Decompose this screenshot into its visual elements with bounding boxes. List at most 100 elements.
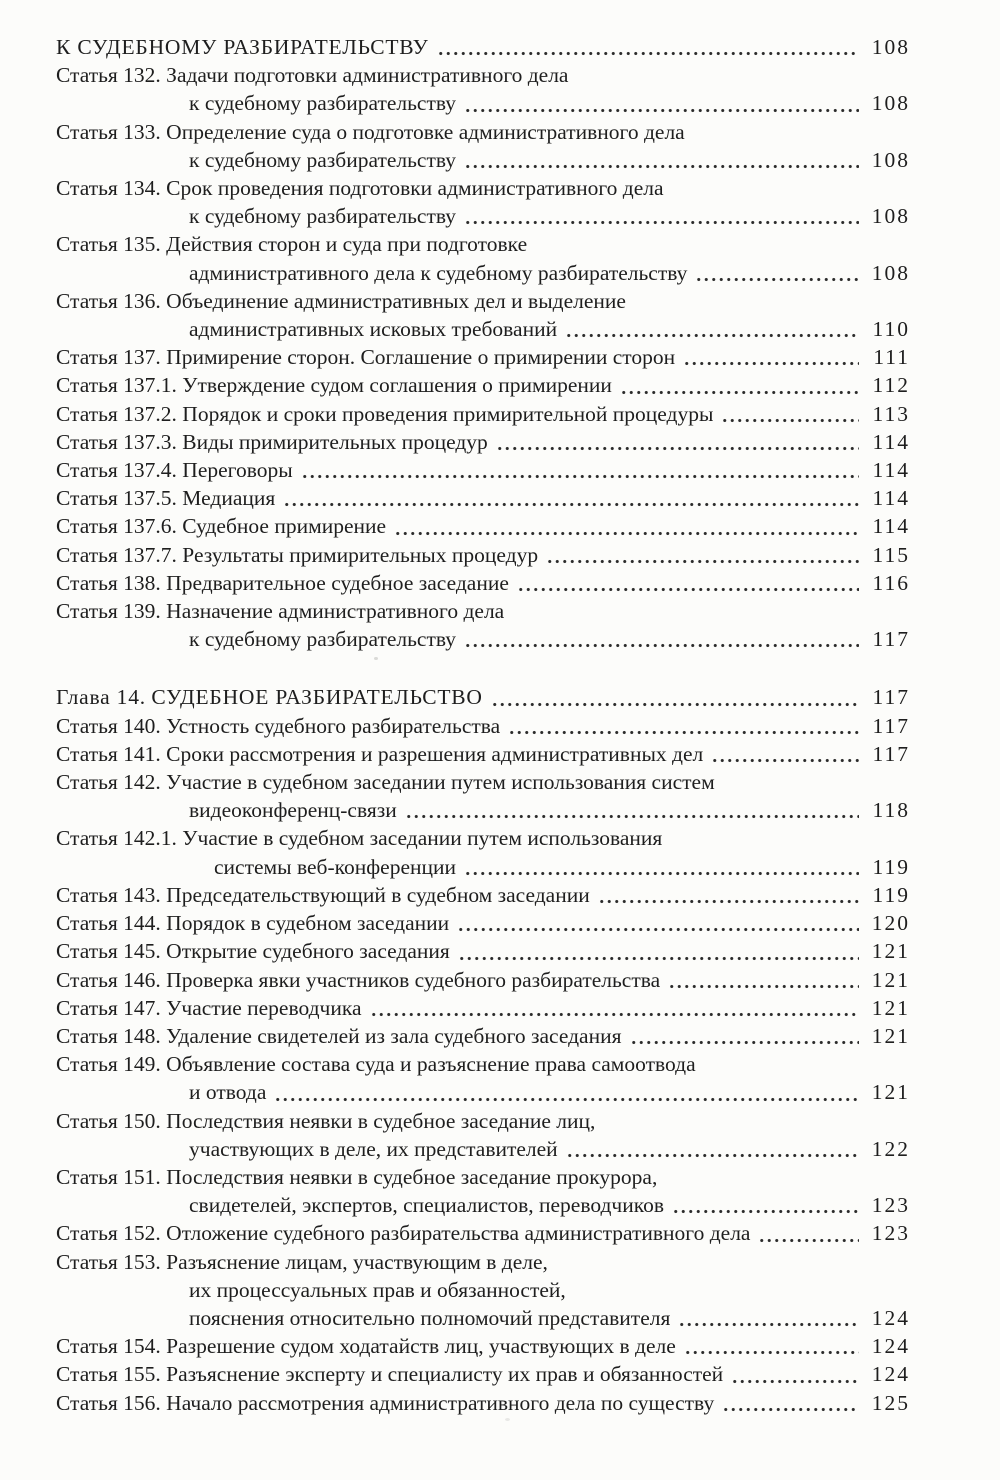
entry-title-line: Проверка явки участников судебного разби…	[166, 967, 661, 992]
entry-title-line: Порядок и сроки проведения примирительно…	[182, 401, 714, 426]
entry-label: Статья 137.5.	[56, 486, 177, 511]
entry-label: Статья 137.3.	[56, 429, 177, 454]
dot-leader	[274, 1078, 859, 1107]
entry-title-line: Переговоры	[182, 458, 293, 483]
toc-line: Статья 133. Определение суда о подготовк…	[56, 118, 908, 146]
page-number: 117	[872, 685, 910, 710]
toc-line: их процессуальных прав и обязанностей,	[189, 1276, 908, 1304]
entry-title-line: Задачи подготовки административного дела	[166, 63, 569, 88]
dot-leader	[565, 315, 859, 344]
entry-label: Статья 133.	[56, 119, 161, 144]
page-number: 113	[872, 401, 910, 426]
toc-line: Статья 137.2. Порядок и сроки проведения…	[56, 399, 910, 428]
toc-line: К СУДЕБНОМУ РАЗБИРАТЕЛЬСТВУ 108	[56, 33, 910, 62]
toc-line: Статья 137.7. Результаты примирительных …	[56, 540, 908, 569]
toc-line: Статья 146. Проверка явки участников суд…	[56, 965, 908, 994]
page-number: 110	[872, 317, 910, 342]
toc-article-entry: Статья 145. Открытие судебного заседания…	[56, 937, 908, 966]
entry-label: Статья 137.2.	[56, 401, 177, 426]
page-number: 123	[871, 1193, 910, 1218]
dot-leader	[464, 852, 859, 881]
entry-title-line: Отложение судебного разбирательства адми…	[166, 1221, 751, 1246]
entry-label: Статья 135.	[56, 232, 161, 257]
toc-line: Статья 148. Удаление свидетелей из зала …	[56, 1021, 908, 1051]
entry-title-line: к судебному разбирательству	[189, 91, 457, 116]
page-number: 108	[871, 204, 910, 229]
entry-label: Статья 148.	[56, 1023, 161, 1048]
entry-title-line: их процессуальных прав и обязанностей,	[189, 1277, 566, 1302]
page-number: 124	[871, 1305, 910, 1330]
toc-article-entry: Статья 132. Задачи подготовки администра…	[56, 61, 908, 118]
entry-label: Статья 144.	[56, 911, 161, 936]
toc-article-entry: Статья 152. Отложение судебного разбират…	[56, 1219, 910, 1248]
page-number: 114	[872, 429, 910, 454]
toc-article-entry: Статья 134. Срок проведения подготовки а…	[56, 174, 910, 231]
entry-title-line: к судебному разбирательству	[189, 147, 457, 172]
page-number: 121	[871, 1080, 910, 1105]
entry-title-line: Сроки рассмотрения и разрешения админист…	[166, 741, 704, 766]
toc-line: Статья 151. Последствия неявки в судебно…	[56, 1163, 908, 1191]
entry-title-line: Утверждение судом соглашения о примирени…	[182, 373, 612, 398]
toc-article-entry: Статья 137.6. Судебное примирение 114	[56, 512, 908, 541]
entry-title-line: Разъяснение лицам, участвующим в деле,	[166, 1249, 548, 1274]
toc-line: пояснения относительно полномочий предст…	[189, 1303, 910, 1333]
toc-article-entry: Статья 155. Разъяснение эксперту и специ…	[56, 1360, 908, 1389]
entry-title-line: Медиация	[182, 486, 276, 511]
page-number: 117	[872, 713, 910, 738]
page-number: 117	[872, 627, 910, 652]
entry-label: Статья 132.	[56, 63, 161, 88]
entry-title-line: Председательствующий в судебном заседани…	[166, 882, 590, 907]
dot-leader	[758, 1219, 859, 1248]
entry-label: Статья 151.	[56, 1164, 161, 1189]
page-number: 108	[871, 260, 910, 285]
entry-label: Статья 146.	[56, 967, 161, 992]
toc-article-entry: Статья 154. Разрешение судом ходатайств …	[56, 1332, 910, 1361]
toc-article-entry: Статья 137.4. Переговоры 114	[56, 456, 908, 485]
page-number: 125	[871, 1390, 910, 1415]
dot-leader	[394, 512, 859, 541]
toc-line: видеоконференц-связи 118	[189, 796, 908, 825]
dot-leader	[731, 1360, 859, 1389]
entry-title-line: Участие в судебном заседании путем испол…	[166, 770, 715, 795]
page-number: 122	[871, 1136, 910, 1161]
toc-chapter-entry: К СУДЕБНОМУ РАЗБИРАТЕЛЬСТВУ 108	[56, 33, 910, 62]
dot-leader	[490, 683, 859, 712]
dot-leader	[629, 1021, 859, 1051]
toc-article-entry: Статья 139. Назначение административного…	[56, 597, 910, 654]
dot-leader	[457, 937, 859, 966]
entry-title-line: Определение суда о подготовке администра…	[166, 119, 685, 144]
page-number: 108	[871, 35, 910, 59]
entry-label: Статья 138.	[56, 570, 161, 595]
toc-chapter-entry: Глава 14. СУДЕБНОЕ РАЗБИРАТЕЛЬСТВО 117	[56, 683, 910, 712]
entry-label: Статья 137.6.	[56, 514, 177, 539]
toc-line: Статья 143. Председательствующий в судеб…	[56, 880, 908, 910]
toc-article-entry: Статья 137. Примирение сторон. Соглашени…	[56, 343, 908, 372]
entry-title-line: Начало рассмотрения административного де…	[166, 1390, 715, 1415]
entry-title-line: и отвода	[189, 1080, 267, 1105]
entry-title-line: системы веб-конференции	[214, 854, 457, 879]
entry-title-line: участвующих в деле, их представителей	[189, 1136, 558, 1161]
entry-title-line: Результаты примирительных процедур	[182, 542, 539, 567]
entry-label: Статья 140.	[56, 713, 161, 738]
toc-line: Статья 137.3. Виды примирительных процед…	[56, 427, 910, 457]
page-number: 116	[872, 570, 910, 595]
dot-leader	[721, 399, 859, 428]
toc-list: К СУДЕБНОМУ РАЗБИРАТЕЛЬСТВУ 108 Статья 132…	[56, 33, 908, 1417]
entry-label: Статья 145.	[56, 939, 161, 964]
toc-line: Статья 137.1. Утверждение судом соглашен…	[56, 371, 908, 400]
toc-line: Статья 145. Открытие судебного заседания…	[56, 937, 908, 966]
entry-title-line: Последствия неявки в судебное заседание …	[166, 1108, 596, 1133]
toc-article-entry: Статья 138. Предварительное судебное зас…	[56, 568, 910, 598]
toc-line: к судебному разбирательству 108	[189, 202, 910, 231]
toc-article-entry: Статья 142.1. Участие в судебном заседан…	[56, 824, 908, 881]
toc-line: Статья 138. Предварительное судебное зас…	[56, 568, 910, 598]
entry-title-line: свидетелей, экспертов, специалистов, пер…	[189, 1193, 664, 1218]
entry-title-line: Объединение административных дел и выдел…	[166, 288, 626, 313]
dot-leader	[695, 258, 859, 287]
page-number: 124	[871, 1334, 910, 1359]
entry-title-line: Устность судебного разбирательства	[166, 713, 501, 738]
page-number: 123	[871, 1221, 910, 1246]
entry-label: Статья 143.	[56, 882, 161, 907]
entry-title-line: Разъяснение эксперту и специалисту их пр…	[166, 1362, 724, 1387]
entry-title-line: пояснения относительно полномочий предст…	[189, 1305, 671, 1330]
